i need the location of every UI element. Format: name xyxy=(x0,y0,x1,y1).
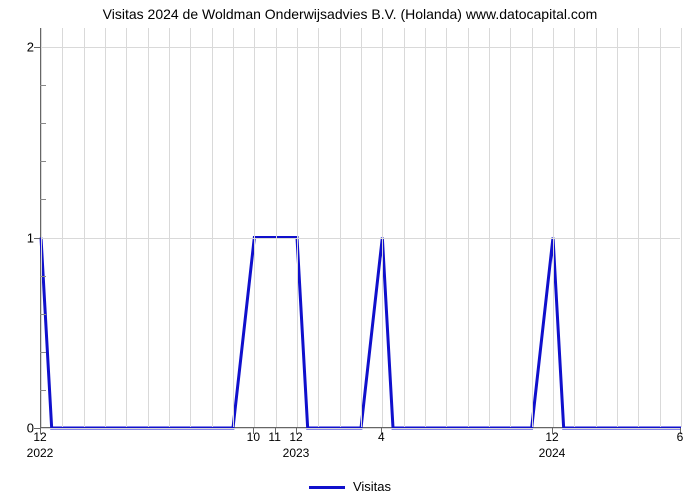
gridline-vertical xyxy=(468,28,469,427)
gridline-vertical xyxy=(446,28,447,427)
y-minor-tick xyxy=(40,390,46,391)
gridline-vertical xyxy=(84,28,85,427)
gridline-vertical xyxy=(233,28,234,427)
gridline-vertical xyxy=(638,28,639,427)
y-minor-tick xyxy=(40,123,46,124)
gridline-vertical xyxy=(617,28,618,427)
y-tick-mark xyxy=(34,238,40,239)
x-tick-label: 12 xyxy=(289,430,302,444)
gridline-vertical xyxy=(148,28,149,427)
gridline-vertical xyxy=(340,28,341,427)
x-tick-label: 4 xyxy=(378,430,385,444)
gridline-vertical xyxy=(212,28,213,427)
legend-swatch xyxy=(309,486,345,489)
legend-label: Visitas xyxy=(353,479,391,494)
gridline-vertical xyxy=(105,28,106,427)
x-tick-label: 11 xyxy=(268,430,280,444)
gridline-vertical xyxy=(660,28,661,427)
gridline-horizontal xyxy=(41,428,680,429)
x-tick-label: 12 xyxy=(545,430,558,444)
x-tick-label: 12 xyxy=(33,430,46,444)
y-tick-mark xyxy=(34,47,40,48)
x-year-label: 2024 xyxy=(539,446,566,460)
gridline-vertical xyxy=(361,28,362,427)
gridline-vertical xyxy=(425,28,426,427)
gridline-vertical xyxy=(382,28,383,427)
gridline-vertical xyxy=(596,28,597,427)
gridline-vertical xyxy=(254,28,255,427)
y-minor-tick xyxy=(40,161,46,162)
y-minor-tick xyxy=(40,314,46,315)
plot-area xyxy=(40,28,680,428)
y-minor-tick xyxy=(40,276,46,277)
gridline-vertical xyxy=(510,28,511,427)
y-minor-tick xyxy=(40,85,46,86)
gridline-vertical xyxy=(532,28,533,427)
gridline-vertical xyxy=(297,28,298,427)
chart-title: Visitas 2024 de Woldman Onderwijsadvies … xyxy=(0,6,700,22)
gridline-vertical xyxy=(190,28,191,427)
gridline-vertical xyxy=(681,28,682,427)
x-tick-label: 6 xyxy=(677,430,684,444)
gridline-vertical xyxy=(41,28,42,427)
visits-chart: Visitas 2024 de Woldman Onderwijsadvies … xyxy=(0,0,700,500)
y-tick-label: 1 xyxy=(27,230,34,245)
x-year-label: 2023 xyxy=(283,446,310,460)
gridline-vertical xyxy=(126,28,127,427)
gridline-vertical xyxy=(169,28,170,427)
gridline-vertical xyxy=(404,28,405,427)
gridline-vertical xyxy=(318,28,319,427)
x-year-label: 2022 xyxy=(27,446,54,460)
gridline-horizontal xyxy=(41,47,680,48)
gridline-horizontal xyxy=(41,238,680,239)
y-minor-tick xyxy=(40,199,46,200)
gridline-vertical xyxy=(574,28,575,427)
gridline-vertical xyxy=(489,28,490,427)
y-minor-tick xyxy=(40,352,46,353)
gridline-vertical xyxy=(276,28,277,427)
y-tick-label: 2 xyxy=(27,40,34,55)
gridline-vertical xyxy=(553,28,554,427)
legend: Visitas xyxy=(0,479,700,494)
x-tick-label: 10 xyxy=(247,430,260,444)
gridline-vertical xyxy=(62,28,63,427)
